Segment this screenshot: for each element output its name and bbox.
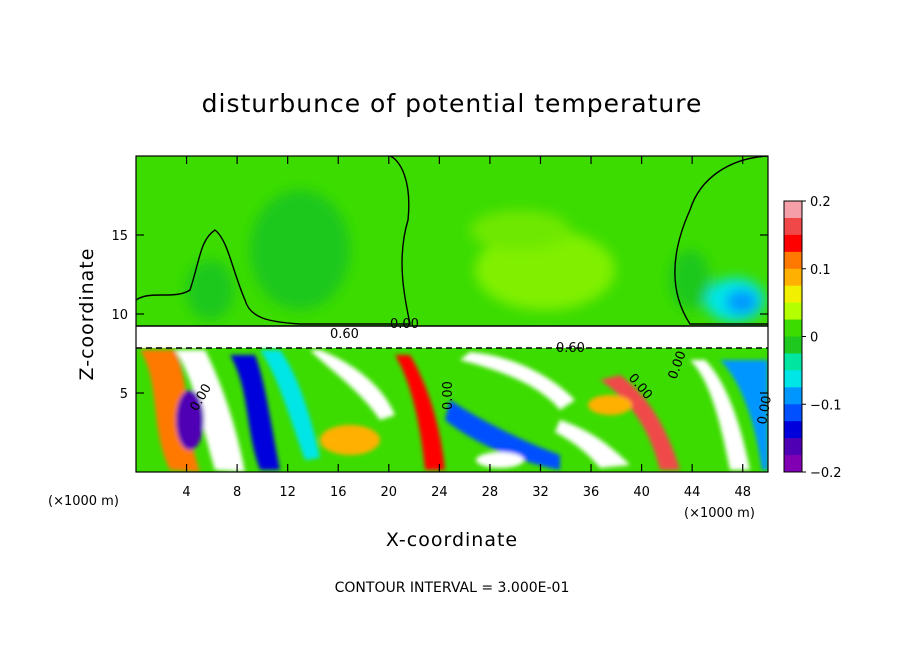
colorbar-swatch <box>784 234 802 253</box>
colorbar-swatch <box>784 302 802 321</box>
lower-field-eddies <box>140 350 768 472</box>
inversion-band <box>136 326 768 348</box>
colorbar-swatch <box>784 421 802 439</box>
upper-field-patches <box>186 190 765 322</box>
colorbar-swatch <box>784 251 802 270</box>
colorbar-tick-label: 0.2 <box>810 195 831 210</box>
upper-field <box>136 156 768 332</box>
x-tick-label: 28 <box>482 485 499 500</box>
colorbar-swatch <box>784 268 802 287</box>
x-tick-label: 20 <box>381 485 398 500</box>
x-tick-label: 12 <box>279 485 296 500</box>
colorbar-tick-label: −0.2 <box>810 466 842 481</box>
colorbar-swatch <box>784 336 802 354</box>
y-tick-label: 5 <box>120 387 128 402</box>
x-tick-label: 44 <box>684 485 701 500</box>
contour-lines <box>136 156 768 349</box>
colorbar-tick-label: 0 <box>810 331 818 346</box>
contour-label: 0.60 <box>330 327 359 342</box>
colorbar-tick-label: 0.1 <box>810 263 831 278</box>
colorbar-swatch <box>784 455 802 473</box>
colorbar-swatch <box>784 438 802 456</box>
colorbar-swatch <box>784 201 802 219</box>
x-axis-label: X-coordinate <box>386 529 518 551</box>
x-tick-label: 48 <box>734 485 751 500</box>
colorbar-tick-label: −0.1 <box>810 398 842 413</box>
contour-interval-note: CONTOUR INTERVAL = 3.000E-01 <box>335 580 570 596</box>
colorbar-swatch <box>784 319 802 337</box>
colorbar-swatch <box>784 285 802 304</box>
x-axis-unit-left: (×1000 m) <box>48 494 119 509</box>
plot-area <box>136 156 768 472</box>
x-axis-unit-right: (×1000 m) <box>684 506 755 521</box>
x-tick-label: 4 <box>182 485 190 500</box>
chart-title: disturbunce of potential temperature <box>202 89 703 118</box>
x-tick-label: 16 <box>330 485 347 500</box>
x-tick-label: 8 <box>233 485 241 500</box>
x-tick-label: 24 <box>431 485 448 500</box>
y-tick-label: 10 <box>111 308 128 323</box>
colorbar-swatch <box>784 217 802 236</box>
colorbar-swatch <box>784 387 802 405</box>
y-tick-label: 15 <box>111 229 128 244</box>
contour-label: 0.60 <box>556 341 585 356</box>
colorbar-swatch <box>784 353 802 371</box>
y-axis: 5 10 15 <box>111 229 768 402</box>
colorbar-swatch <box>784 370 802 388</box>
x-tick-label: 40 <box>633 485 650 500</box>
contour-label: 0.00 <box>755 395 775 426</box>
contour-label: 0.00 <box>441 381 456 410</box>
x-tick-label: 32 <box>532 485 549 500</box>
y-axis-label: Z-coordinate <box>76 248 98 381</box>
x-axis: 4 8 12 16 20 24 28 32 36 40 44 48 <box>182 156 751 500</box>
colorbar-swatch <box>784 404 802 422</box>
contour-label: 0.00 <box>390 317 419 332</box>
colorbar: 0.2 0.1 0 −0.1 −0.2 <box>783 195 842 481</box>
x-tick-label: 36 <box>583 485 600 500</box>
